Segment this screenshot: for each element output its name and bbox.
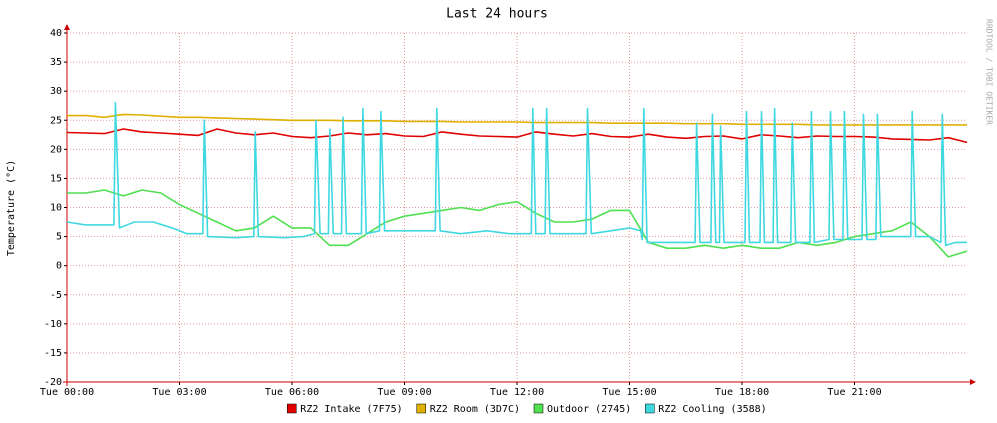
x-tick-label: Tue 09:00 (377, 387, 431, 398)
legend-label: RZ2 Intake (7F75) (300, 404, 402, 415)
series-line (67, 189, 968, 258)
legend-item: RZ2 Room (3D7C) (416, 403, 520, 415)
series-line (67, 113, 967, 126)
x-axis-arrow (970, 379, 976, 385)
legend-swatch (287, 403, 297, 414)
legend-label: RZ2 Cooling (3588) (658, 404, 766, 415)
x-tick-label: Tue 21:00 (827, 387, 881, 398)
legend-label: RZ2 Room (3D7C) (430, 404, 520, 415)
y-tick-label: -15 (44, 348, 62, 359)
legend-label: Outdoor (2745) (547, 404, 631, 415)
y-tick-label: 35 (50, 57, 62, 68)
y-tick-label: 30 (50, 86, 62, 97)
series-line (66, 102, 967, 247)
y-tick-label: 20 (50, 144, 62, 155)
legend-item: Outdoor (2745) (533, 403, 631, 415)
x-tick-label: Tue 06:00 (265, 387, 319, 398)
y-tick-label: 5 (56, 232, 62, 243)
series-line (66, 128, 968, 144)
y-tick-label: -20 (44, 377, 62, 388)
legend-swatch (416, 403, 426, 414)
y-axis-label: Temperature (°C) (6, 160, 17, 256)
y-axis-arrow (64, 24, 70, 30)
y-tick-label: 10 (50, 203, 62, 214)
y-tick-label: -5 (50, 290, 62, 301)
watermark: RRDTOOL / TOBI OETIKER (985, 19, 994, 125)
legend-swatch (533, 403, 544, 414)
x-tick-label: Tue 12:00 (490, 387, 544, 398)
legend-item: RZ2 Intake (7F75) (287, 403, 403, 415)
y-tick-label: -10 (44, 319, 62, 330)
y-tick-label: 40 (50, 28, 62, 39)
chart-title: Last 24 hours (446, 7, 548, 22)
x-tick-label: Tue 15:00 (602, 387, 656, 398)
y-tick-label: 15 (50, 173, 62, 184)
y-tick-label: 25 (50, 115, 62, 126)
x-tick-label: Tue 03:00 (152, 387, 206, 398)
x-tick-label: Tue 00:00 (40, 387, 94, 398)
y-tick-label: 0 (56, 261, 62, 272)
legend-item: RZ2 Cooling (3588) (645, 403, 767, 415)
legend-swatch (645, 403, 655, 414)
x-tick-label: Tue 18:00 (715, 387, 769, 398)
